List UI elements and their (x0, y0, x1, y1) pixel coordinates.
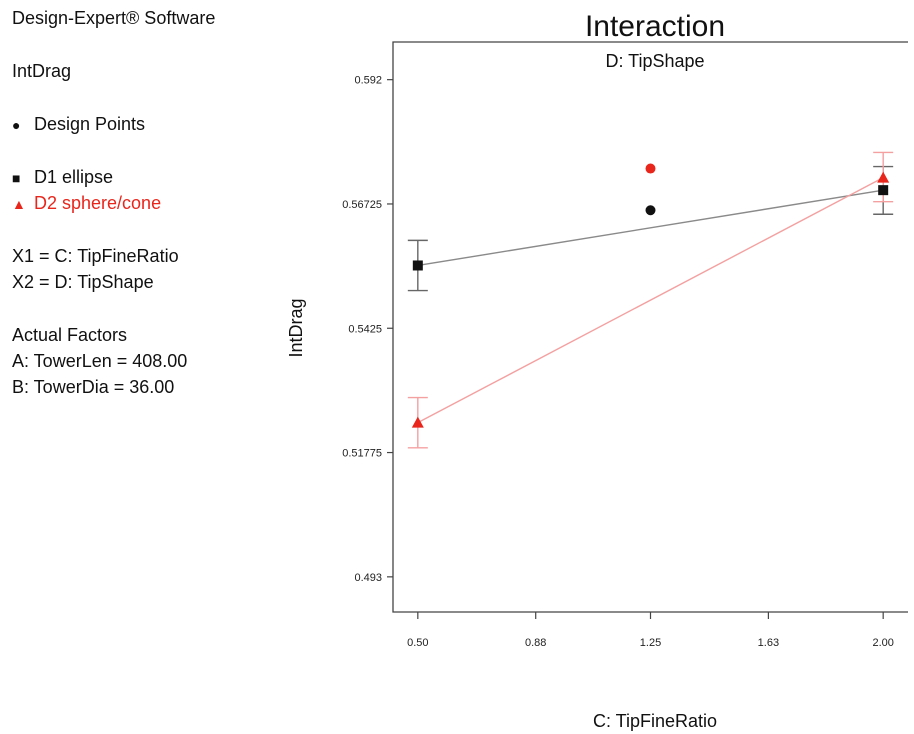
chart-title: Interaction (585, 10, 725, 43)
software-name: Design-Expert® Software (12, 8, 216, 28)
legend-design-points-label: Design Points (34, 114, 146, 134)
design-point (645, 205, 656, 216)
factor-b: B: TowerDia = 36.00 (12, 377, 175, 397)
legend-d2: ▲ D2 sphere/cone (12, 191, 161, 216)
y-tick-label: 0.592 (354, 75, 382, 87)
triangle-icon: ▲ (12, 196, 26, 212)
plot-area: 0.493 0.51775 0.5425 0.56725 0.592 0.50 0.88 1.… (342, 41, 908, 649)
x-tick-label: 0.88 (525, 637, 546, 649)
y-tick-label: 0.5425 (348, 323, 382, 335)
factor-a: A: TowerLen = 408.00 (12, 351, 188, 371)
factor-x2: X2 = D: TipShape (12, 272, 154, 292)
response-name: IntDrag (12, 61, 72, 81)
data-point-d1 (412, 260, 423, 271)
x-tick-label: 1.25 (640, 637, 661, 649)
series-line-d1 (417, 189, 884, 267)
legend-d1-label: D1 ellipse (34, 167, 114, 187)
x-axis-label: C: TipFineRatio (593, 711, 717, 731)
legend-d1: ■ D1 ellipse (12, 165, 113, 190)
x-tick-label: 0.50 (407, 637, 428, 649)
legend-design-points: ● Design Points (12, 112, 145, 137)
data-point-d1 (878, 185, 889, 196)
actual-factors-heading: Actual Factors (12, 325, 128, 345)
y-tick-label: 0.56725 (342, 199, 382, 211)
square-icon: ■ (12, 170, 21, 186)
chart-subtitle: D: TipShape (605, 51, 704, 71)
data-point-d2 (877, 171, 890, 183)
design-point (645, 163, 656, 174)
circle-icon: ● (12, 117, 21, 133)
legend-d2-label: D2 sphere/cone (34, 193, 162, 213)
x-tick-label: 1.63 (758, 637, 779, 649)
factor-x1: X1 = C: TipFineRatio (12, 246, 179, 266)
data-point-d2 (411, 416, 424, 428)
x-tick-label: 2.00 (872, 637, 893, 649)
plot-frame (392, 41, 908, 613)
y-tick-label: 0.51775 (342, 448, 382, 460)
y-axis-label: IntDrag (286, 298, 306, 357)
series-line-d2 (417, 176, 884, 424)
y-tick-label: 0.493 (354, 572, 382, 584)
